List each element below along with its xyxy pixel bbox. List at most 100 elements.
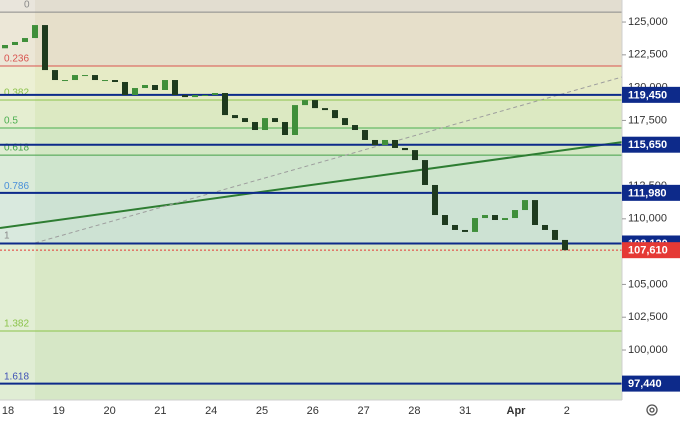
candle-body [222,93,228,116]
candle-body [192,94,198,98]
candle-body [402,147,408,151]
fib-label: 1.382 [4,319,29,330]
settings-icon[interactable] [646,404,658,416]
fib-label: 0.5 [4,116,18,127]
candle-body [382,139,388,146]
candle-body [392,139,398,148]
plot-area: 0 0.236 0.382 0.5 0.618 0.786 1 1.382 1.618 [0,0,623,400]
candle-body [62,80,68,82]
x-tick-label: 21 [154,405,166,417]
candle-body [282,122,288,135]
x-tick-label: 24 [205,405,217,417]
candle-body [312,100,318,109]
candle-body [242,118,248,123]
candle-body [512,210,518,219]
fib-zone [0,330,622,384]
candle-body [172,80,178,95]
x-tick-label: 2 [564,405,570,417]
trendline [0,141,623,229]
candle-body [532,200,538,225]
x-tick-label: 25 [256,405,268,417]
candle-body [332,110,338,119]
candle-body [352,125,358,131]
fib-zone [0,193,622,244]
price-label: 111,980 [628,187,667,199]
y-tick-label: 122,500 [628,49,668,61]
candle-body [252,122,258,131]
candle-body [262,118,268,131]
x-tick-label: 18 [2,405,14,417]
fib-label: 0.382 [4,88,29,99]
candle-body [412,150,418,161]
fib-zone [0,383,622,400]
shade [0,0,35,400]
fib-label: 0 [24,0,30,11]
x-tick-label: 20 [103,405,115,417]
candle-body [72,75,78,81]
candle-body [272,118,278,123]
y-tick-label: 102,500 [628,311,668,323]
candle-body [52,70,58,81]
candle-body [562,239,568,251]
y-tick-label: 100,000 [628,344,668,356]
candle-body [212,93,218,95]
candle-body [472,218,478,232]
price-label: 107,610 [628,245,668,257]
candle-body [162,80,168,90]
price-label: 97,440 [628,378,662,390]
fib-zone [0,243,622,331]
fib-zone [0,12,622,66]
candle-body [502,218,508,221]
fib-zone [0,155,622,194]
candle-body [372,139,378,146]
candle-body [92,75,98,81]
candle-body [82,75,88,77]
candle-body [102,80,108,82]
fib-label: 1 [4,231,10,242]
candle-body [462,229,468,232]
candle-body [112,80,118,82]
candle-body [362,130,368,140]
fib-zone [0,99,622,129]
price-label-box [622,136,680,153]
price-label: 119,450 [628,89,667,101]
candle-body [132,88,138,95]
trendline [34,76,623,244]
candle-body [232,115,238,119]
x-tick-label: Apr [507,405,527,417]
candle-body [202,94,208,96]
candle-body [322,108,328,111]
candle-body [292,105,298,135]
candle-body [302,100,308,106]
candle-body [542,224,548,230]
price-label-box [622,184,680,201]
price-label: 115,650 [628,139,667,151]
candle-body [492,215,498,221]
y-tick-label: 125,000 [628,16,668,28]
candle-body [142,85,148,89]
y-tick-label: 117,500 [628,114,667,126]
y-tick-label: 110,000 [628,213,667,225]
y-tick-label: 105,000 [628,278,668,290]
fib-label: 0.618 [4,143,29,154]
fib-label: 0.786 [4,181,29,192]
candle-body [32,25,38,39]
x-tick-label: 19 [53,405,65,417]
candle-body [152,85,158,90]
price-label-box [622,242,680,259]
candle-body [442,215,448,225]
candle-body [2,44,8,49]
candle-body [12,41,18,45]
x-tick-label: 31 [459,405,471,417]
candle-body [42,25,48,71]
candle-body [522,200,528,211]
x-tick-label: 28 [408,405,420,417]
fib-zone [0,0,622,13]
x-tick-label: 27 [357,405,369,417]
fib-label: 0.236 [4,54,29,65]
price-label-box [622,86,680,103]
fib-label: 1.618 [4,372,29,383]
candle-body [182,94,188,98]
candle-body [552,229,558,240]
